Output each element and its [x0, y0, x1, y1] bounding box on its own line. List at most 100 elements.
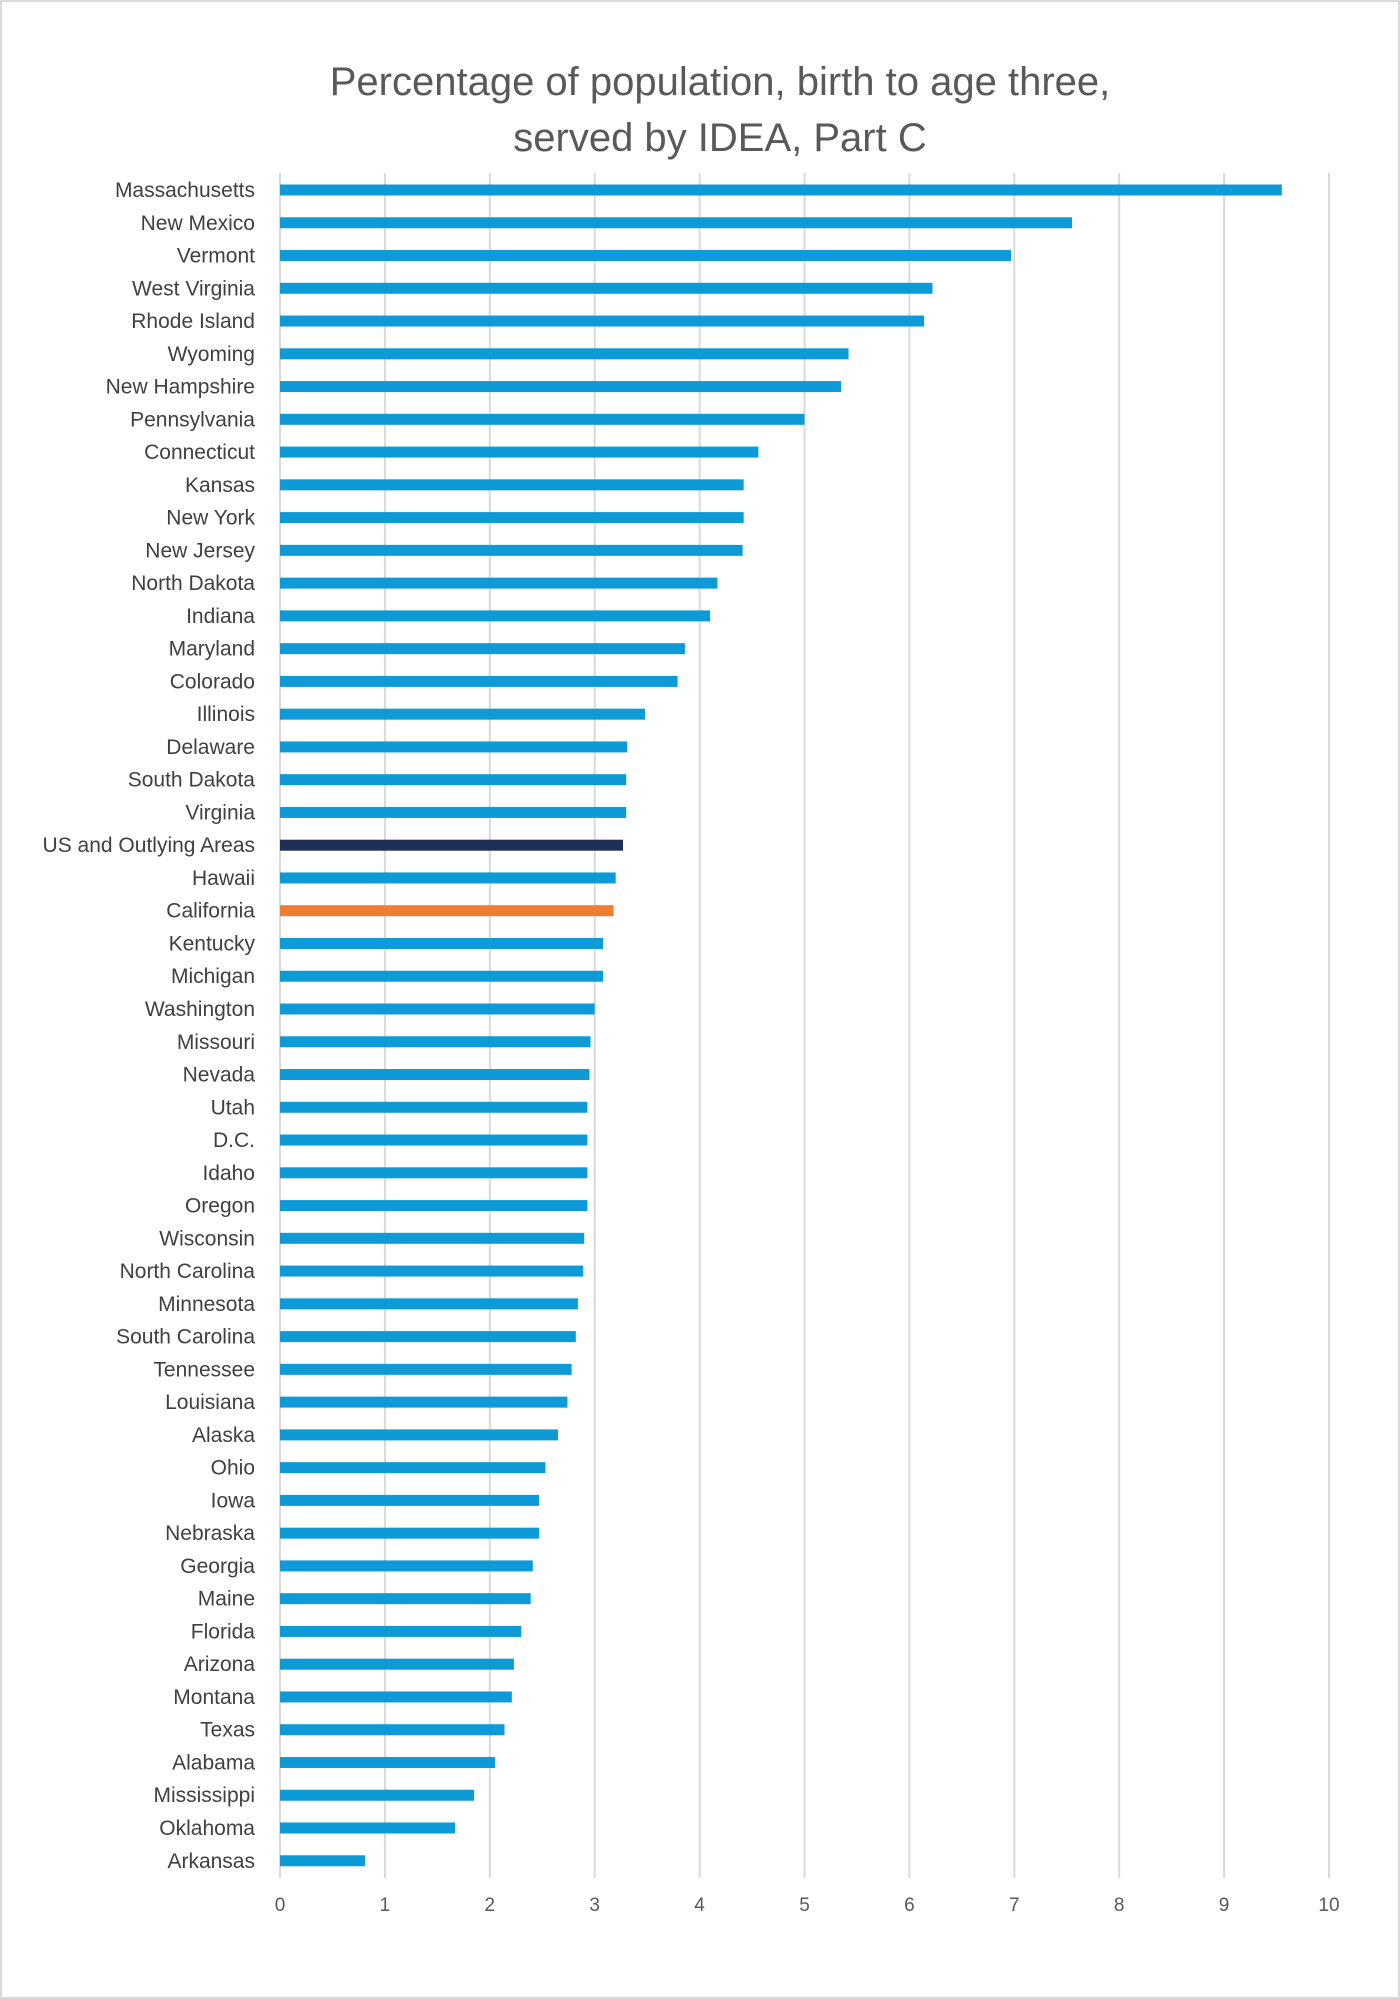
category-label: D.C. — [213, 1129, 255, 1152]
bar — [280, 643, 685, 655]
x-tick-label: 2 — [485, 1895, 496, 1916]
category-label: New Jersey — [145, 539, 255, 562]
category-label: Florida — [191, 1620, 256, 1643]
bar — [280, 512, 744, 524]
bar — [280, 872, 616, 884]
category-label: South Dakota — [128, 769, 256, 792]
category-label: New York — [166, 507, 255, 530]
bar — [280, 1134, 588, 1146]
category-label: Missouri — [177, 1031, 255, 1054]
category-label: South Carolina — [116, 1326, 255, 1349]
category-label: Nebraska — [165, 1522, 255, 1545]
bar — [280, 1363, 572, 1375]
bar — [280, 381, 842, 393]
bar — [280, 315, 925, 327]
category-label: Delaware — [166, 736, 255, 759]
bar — [280, 1855, 365, 1867]
bar — [280, 1429, 558, 1441]
bar — [280, 1036, 591, 1048]
bar — [280, 544, 743, 556]
category-label: Wisconsin — [159, 1227, 255, 1250]
bar — [280, 282, 933, 294]
category-label: Kentucky — [169, 932, 256, 955]
x-tick-label: 9 — [1219, 1895, 1230, 1916]
bar — [280, 905, 614, 917]
x-tick-label: 1 — [380, 1895, 391, 1916]
category-label: Texas — [200, 1719, 255, 1742]
category-label: New Hampshire — [106, 376, 255, 399]
x-tick-label: 8 — [1114, 1895, 1125, 1916]
x-tick-label: 5 — [799, 1895, 810, 1916]
bar — [280, 1691, 512, 1703]
category-label: Indiana — [186, 605, 255, 628]
bar — [280, 413, 805, 425]
category-label: Maine — [198, 1588, 255, 1611]
category-label: Idaho — [202, 1162, 255, 1185]
bar — [280, 1462, 546, 1474]
bar — [280, 1298, 578, 1310]
bar — [280, 839, 624, 851]
bar — [280, 970, 604, 982]
category-label: Virginia — [185, 801, 255, 824]
category-label: New Mexico — [141, 212, 255, 235]
category-label: West Virginia — [132, 277, 255, 300]
category-label: Montana — [173, 1686, 255, 1709]
bar — [280, 1789, 475, 1801]
bar — [280, 1494, 540, 1506]
category-label: Alaska — [192, 1424, 255, 1447]
bar — [280, 1822, 456, 1834]
category-label: Michigan — [171, 965, 255, 988]
bar — [280, 1101, 588, 1113]
category-label: Massachusetts — [115, 179, 255, 202]
bar — [280, 446, 759, 458]
bar — [280, 1527, 540, 1539]
category-label: Hawaii — [192, 867, 255, 890]
category-label: Louisiana — [165, 1391, 255, 1414]
category-label: Vermont — [177, 245, 255, 268]
bar — [280, 1232, 585, 1244]
category-label: US and Outlying Areas — [43, 834, 255, 857]
bar — [280, 675, 678, 687]
category-label: Kansas — [185, 474, 255, 497]
category-label: Alabama — [172, 1751, 255, 1774]
bars — [280, 184, 1282, 1867]
category-label: Colorado — [170, 670, 255, 693]
bar — [280, 806, 627, 818]
category-label: North Dakota — [131, 572, 255, 595]
bar — [280, 577, 718, 589]
category-label: North Carolina — [120, 1260, 256, 1283]
bar — [280, 1724, 505, 1736]
category-label: Wyoming — [168, 343, 255, 366]
bar — [280, 1560, 533, 1572]
category-label: Washington — [145, 998, 255, 1021]
category-label: Rhode Island — [131, 310, 255, 333]
category-label: Ohio — [211, 1457, 255, 1480]
bar — [280, 708, 646, 720]
bar — [280, 1200, 588, 1212]
bar — [280, 1003, 595, 1015]
bar — [280, 1265, 584, 1277]
bar — [280, 1625, 522, 1637]
category-label: Maryland — [169, 638, 255, 661]
category-labels: Massachusetts New Mexico Vermont West Virgi… — [43, 179, 256, 1873]
x-tick-label: 10 — [1318, 1895, 1339, 1916]
category-label: Connecticut — [144, 441, 255, 464]
bar — [280, 741, 628, 753]
category-label: Tennessee — [153, 1358, 255, 1381]
bar — [280, 937, 604, 949]
bar — [280, 1069, 590, 1081]
bar — [280, 1658, 514, 1670]
bar — [280, 250, 1012, 262]
bar — [280, 1396, 568, 1408]
category-label: Iowa — [211, 1489, 256, 1512]
bar — [280, 1756, 496, 1768]
chart-title-line-1: Percentage of population, birth to age t… — [330, 60, 1111, 104]
x-tick-label: 4 — [694, 1895, 705, 1916]
x-tick-label: 6 — [904, 1895, 915, 1916]
category-label: California — [166, 900, 255, 923]
bar — [280, 217, 1072, 229]
category-label: Oregon — [185, 1195, 255, 1218]
category-label: Utah — [211, 1096, 255, 1119]
